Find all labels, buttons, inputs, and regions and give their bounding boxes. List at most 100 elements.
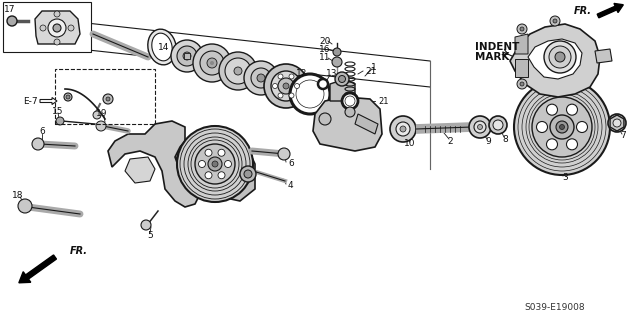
Circle shape xyxy=(520,27,524,31)
Text: 14: 14 xyxy=(158,43,170,53)
Text: 6: 6 xyxy=(288,160,294,168)
Ellipse shape xyxy=(148,29,176,65)
FancyArrow shape xyxy=(19,255,56,283)
Circle shape xyxy=(547,139,557,150)
Circle shape xyxy=(283,83,289,89)
Text: 17: 17 xyxy=(4,5,16,14)
Circle shape xyxy=(517,24,527,34)
Circle shape xyxy=(318,79,328,89)
Circle shape xyxy=(183,52,191,60)
Circle shape xyxy=(244,61,278,95)
Circle shape xyxy=(549,46,571,68)
Text: 20: 20 xyxy=(319,36,331,46)
Text: 1: 1 xyxy=(371,63,377,71)
Circle shape xyxy=(278,78,294,94)
Circle shape xyxy=(195,144,235,184)
Circle shape xyxy=(177,126,253,202)
Circle shape xyxy=(225,58,251,84)
Circle shape xyxy=(489,116,507,134)
Circle shape xyxy=(566,104,577,115)
Polygon shape xyxy=(595,49,612,63)
Circle shape xyxy=(339,76,346,83)
Circle shape xyxy=(553,19,557,23)
Circle shape xyxy=(218,172,225,179)
Circle shape xyxy=(477,124,483,130)
Circle shape xyxy=(493,120,503,130)
Polygon shape xyxy=(313,97,382,151)
Circle shape xyxy=(177,46,197,66)
Circle shape xyxy=(210,61,214,65)
Circle shape xyxy=(400,126,406,132)
Circle shape xyxy=(550,115,574,139)
Polygon shape xyxy=(515,34,528,54)
Circle shape xyxy=(345,107,355,117)
Text: 16: 16 xyxy=(319,44,331,54)
Ellipse shape xyxy=(152,33,172,61)
Text: 5: 5 xyxy=(147,232,153,241)
Polygon shape xyxy=(510,24,600,97)
Bar xyxy=(3,2,91,52)
Circle shape xyxy=(7,16,17,26)
Polygon shape xyxy=(35,11,80,44)
Text: 2: 2 xyxy=(447,137,453,145)
Text: 9: 9 xyxy=(485,137,491,145)
Polygon shape xyxy=(355,114,378,134)
Circle shape xyxy=(207,58,217,68)
Circle shape xyxy=(517,79,527,89)
Text: INDENT: INDENT xyxy=(475,42,520,52)
FancyArrow shape xyxy=(40,98,57,105)
Polygon shape xyxy=(610,115,624,131)
Circle shape xyxy=(244,170,252,178)
Text: MARK: MARK xyxy=(475,52,509,62)
Circle shape xyxy=(345,96,355,106)
Circle shape xyxy=(296,80,324,108)
Circle shape xyxy=(208,157,222,171)
Circle shape xyxy=(613,119,621,127)
Circle shape xyxy=(469,116,491,138)
Circle shape xyxy=(234,67,242,75)
Circle shape xyxy=(556,121,568,133)
Circle shape xyxy=(106,97,110,101)
Circle shape xyxy=(319,113,331,125)
Text: 18: 18 xyxy=(12,190,24,199)
Circle shape xyxy=(577,122,588,132)
Circle shape xyxy=(520,82,524,86)
Circle shape xyxy=(198,160,205,167)
Circle shape xyxy=(474,121,486,133)
Circle shape xyxy=(289,74,294,79)
Circle shape xyxy=(278,93,283,98)
Circle shape xyxy=(390,116,416,142)
Text: 3: 3 xyxy=(562,174,568,182)
Circle shape xyxy=(555,52,565,62)
Circle shape xyxy=(205,149,212,156)
Polygon shape xyxy=(330,79,355,101)
Circle shape xyxy=(335,72,349,86)
Polygon shape xyxy=(528,39,582,79)
Text: S039-E19008: S039-E19008 xyxy=(525,302,586,311)
Text: FR.: FR. xyxy=(574,6,592,16)
Circle shape xyxy=(536,122,547,132)
Circle shape xyxy=(290,74,330,114)
Circle shape xyxy=(240,166,256,182)
Circle shape xyxy=(332,57,342,67)
Circle shape xyxy=(93,111,101,119)
Circle shape xyxy=(48,19,66,37)
Circle shape xyxy=(264,64,308,108)
Circle shape xyxy=(56,117,64,125)
Circle shape xyxy=(271,71,301,101)
Circle shape xyxy=(559,124,564,130)
Circle shape xyxy=(205,172,212,179)
Circle shape xyxy=(294,84,300,88)
Circle shape xyxy=(18,199,32,213)
Circle shape xyxy=(103,94,113,104)
Bar xyxy=(55,69,155,124)
Circle shape xyxy=(64,93,72,101)
Text: 21: 21 xyxy=(378,97,388,106)
Circle shape xyxy=(141,220,151,230)
Bar xyxy=(184,53,190,59)
Circle shape xyxy=(218,149,225,156)
Text: 13: 13 xyxy=(326,70,338,78)
Text: 10: 10 xyxy=(404,139,416,149)
Circle shape xyxy=(40,25,46,31)
Circle shape xyxy=(171,40,203,72)
